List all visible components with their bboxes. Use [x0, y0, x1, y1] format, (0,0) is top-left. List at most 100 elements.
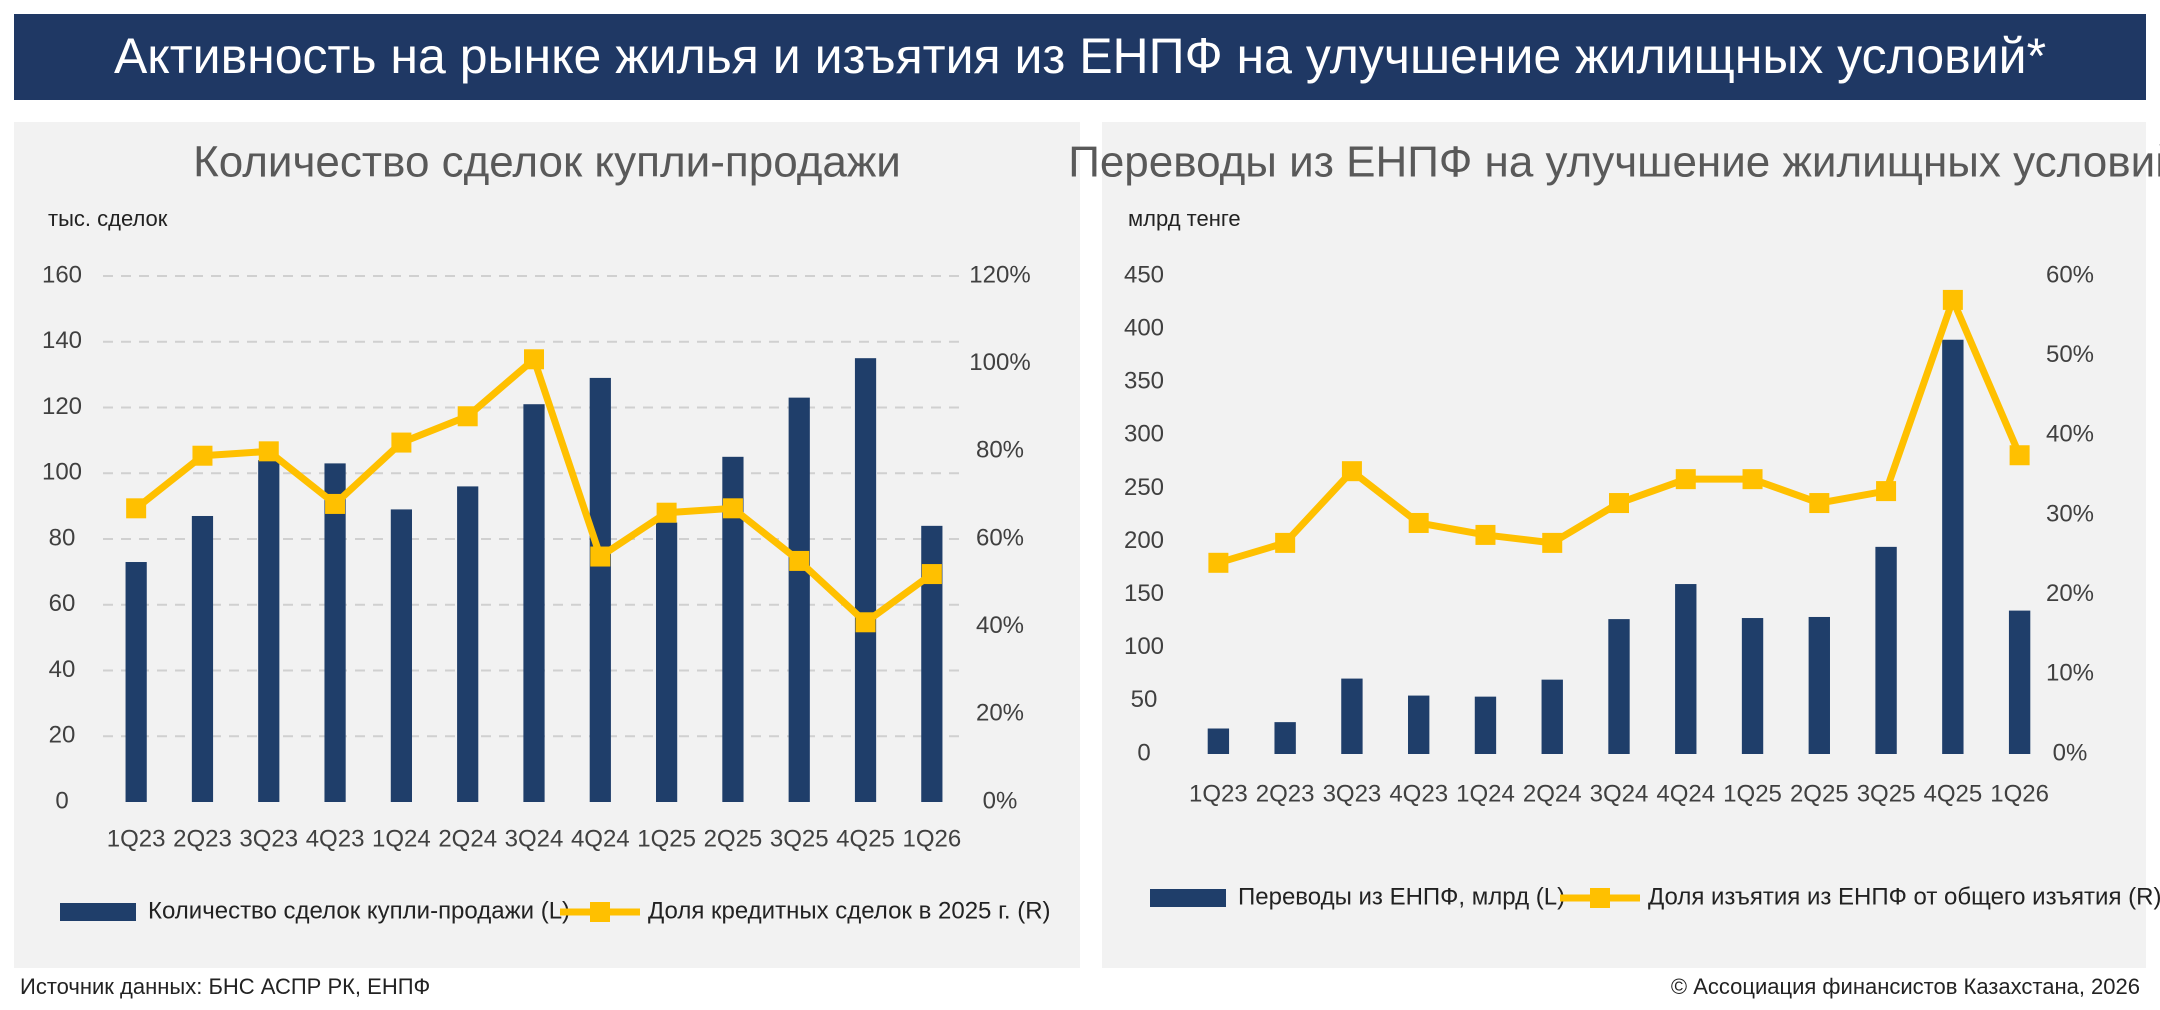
- y-tick-label: 80: [49, 524, 76, 551]
- bar: [1608, 619, 1630, 754]
- y2-tick-label: 20%: [2046, 580, 2094, 607]
- bar: [1675, 584, 1697, 754]
- x-tick-label: 2Q25: [704, 825, 763, 852]
- y-tick-label: 100: [42, 459, 82, 486]
- y-axis-label: млрд тенге: [1128, 206, 1241, 231]
- y-axis-label: тыс. сделок: [48, 206, 168, 231]
- y2-tick-label: 40%: [976, 612, 1024, 639]
- y-tick-label: 0: [55, 787, 68, 814]
- x-tick-label: 2Q24: [1523, 780, 1582, 807]
- y-tick-label: 120: [42, 393, 82, 420]
- bar: [788, 397, 810, 802]
- line-marker: [1208, 552, 1229, 573]
- page-title: Активность на рынке жилья и изъятия из Е…: [114, 28, 2046, 84]
- x-tick-label: 1Q24: [372, 825, 431, 852]
- y-tick-label: 140: [42, 327, 82, 354]
- line-marker: [1876, 481, 1897, 502]
- legend-swatch: [1150, 889, 1226, 907]
- bar: [2008, 610, 2031, 754]
- legend-label: Доля кредитных сделок в 2025 г. (R): [648, 897, 1051, 924]
- copyright: © Ассоциация финансистов Казахстана, 202…: [1671, 974, 2140, 999]
- x-tick-label: 3Q24: [1590, 780, 1649, 807]
- bar: [854, 358, 877, 802]
- legend-swatch: [60, 903, 136, 921]
- bar: [1207, 728, 1230, 754]
- bar: [1274, 722, 1296, 754]
- bar: [1808, 616, 1830, 754]
- y-tick-label: 50: [1131, 686, 1158, 713]
- y2-tick-label: 0%: [2053, 739, 2088, 766]
- line-marker: [258, 441, 279, 462]
- line-marker: [855, 612, 876, 633]
- bar: [722, 456, 744, 802]
- line-marker: [1275, 532, 1296, 553]
- line-marker: [126, 498, 147, 519]
- y2-tick-label: 60%: [2046, 261, 2094, 288]
- legend-label: Доля изъятия из ЕНПФ от общего изъятия (…: [1648, 883, 2160, 910]
- x-tick-label: 1Q23: [1189, 780, 1248, 807]
- panel: [1102, 122, 2146, 968]
- bar: [1474, 696, 1497, 754]
- line-marker: [1542, 532, 1563, 553]
- y-tick-label: 350: [1124, 368, 1164, 395]
- line-marker: [1942, 289, 1963, 310]
- y2-tick-label: 10%: [2046, 660, 2094, 687]
- y2-tick-label: 80%: [976, 437, 1024, 464]
- y-tick-label: 20: [49, 722, 76, 749]
- line-marker: [1341, 461, 1362, 482]
- x-tick-label: 3Q24: [505, 825, 564, 852]
- bar: [589, 377, 611, 802]
- y-tick-label: 150: [1124, 580, 1164, 607]
- x-tick-label: 1Q24: [1456, 780, 1515, 807]
- y-tick-label: 300: [1124, 421, 1164, 448]
- panel: [14, 122, 1080, 968]
- y-tick-label: 250: [1124, 474, 1164, 501]
- y2-tick-label: 120%: [969, 261, 1030, 288]
- line-marker: [1408, 512, 1429, 533]
- y-tick-label: 40: [49, 656, 76, 683]
- y-tick-label: 0: [1137, 739, 1150, 766]
- x-tick-label: 1Q25: [1723, 780, 1782, 807]
- y2-tick-label: 60%: [976, 524, 1024, 551]
- x-tick-label: 1Q23: [107, 825, 166, 852]
- bar: [921, 525, 943, 802]
- bar: [457, 486, 479, 802]
- x-tick-label: 2Q24: [438, 825, 497, 852]
- x-tick-label: 2Q23: [1256, 780, 1315, 807]
- bar: [1942, 339, 1964, 754]
- y-tick-label: 60: [49, 590, 76, 617]
- y2-tick-label: 30%: [2046, 500, 2094, 527]
- line-marker: [789, 550, 810, 571]
- x-tick-label: 1Q25: [637, 825, 696, 852]
- bar: [390, 509, 412, 802]
- line-marker: [656, 502, 677, 523]
- bar: [324, 463, 346, 802]
- bar: [1875, 546, 1897, 754]
- bar: [523, 404, 545, 802]
- bar: [1541, 679, 1563, 754]
- line-marker: [1742, 469, 1763, 490]
- y2-tick-label: 100%: [969, 349, 1030, 376]
- line-marker: [921, 564, 942, 585]
- legend-label: Переводы из ЕНПФ, млрд (L): [1238, 883, 1565, 910]
- legend-label: Количество сделок купли-продажи (L): [148, 897, 570, 924]
- x-tick-label: 3Q25: [1857, 780, 1916, 807]
- y-tick-label: 400: [1124, 314, 1164, 341]
- bar: [1408, 695, 1430, 754]
- x-tick-label: 4Q25: [836, 825, 895, 852]
- bar: [1741, 618, 1764, 754]
- bar: [125, 562, 147, 802]
- line-marker: [391, 432, 412, 453]
- bar: [191, 515, 214, 802]
- y-tick-label: 450: [1124, 261, 1164, 288]
- line-marker: [325, 493, 346, 514]
- x-tick-label: 3Q23: [239, 825, 298, 852]
- y-tick-label: 200: [1124, 527, 1164, 554]
- x-tick-label: 4Q25: [1923, 780, 1982, 807]
- y2-tick-label: 50%: [2046, 341, 2094, 368]
- x-tick-label: 2Q25: [1790, 780, 1849, 807]
- x-tick-label: 4Q23: [306, 825, 365, 852]
- y2-tick-label: 0%: [983, 787, 1018, 814]
- bar: [258, 460, 280, 802]
